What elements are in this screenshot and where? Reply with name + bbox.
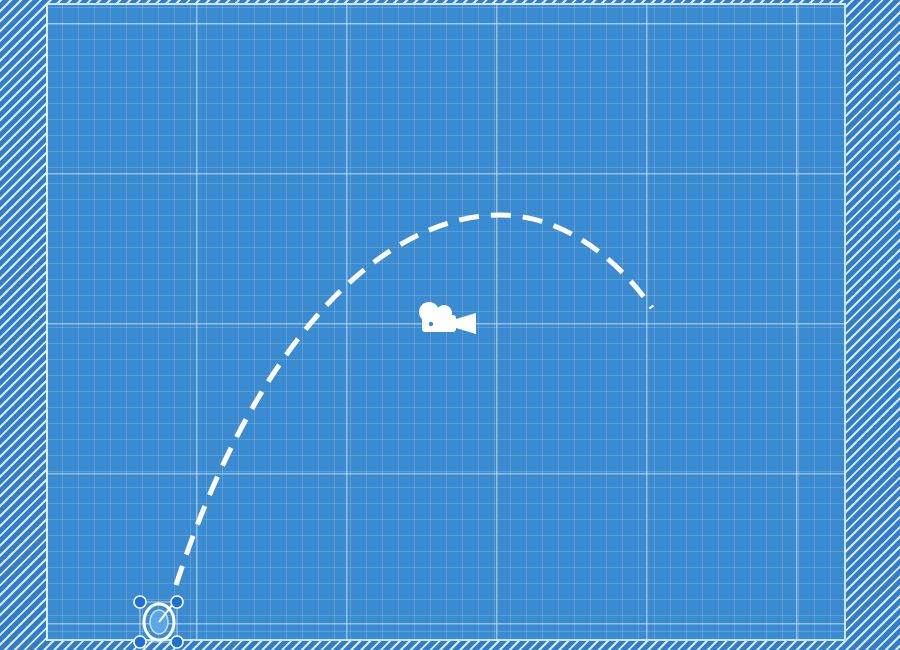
trajectory-path xyxy=(173,212,655,586)
movie-camera-icon[interactable] xyxy=(419,302,476,334)
resize-handle-icon[interactable] xyxy=(170,595,184,609)
resize-handle-icon[interactable] xyxy=(133,635,147,649)
resize-handle-icon[interactable] xyxy=(133,595,147,609)
resize-handle-icon[interactable] xyxy=(170,635,184,649)
selection-box xyxy=(139,601,178,643)
selected-object-icon[interactable] xyxy=(142,599,177,642)
selected-object[interactable] xyxy=(133,595,184,649)
